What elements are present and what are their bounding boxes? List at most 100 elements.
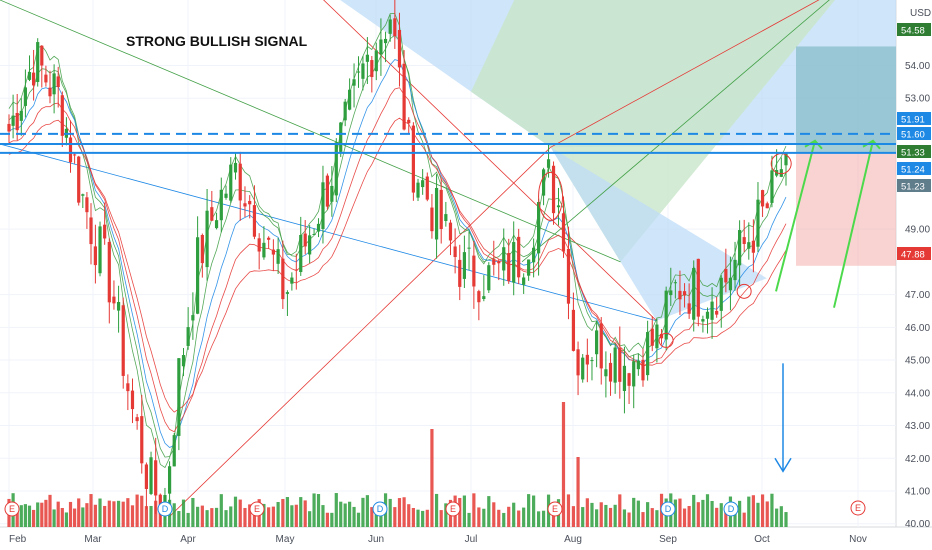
candle-body[interactable] [7,123,11,132]
candle-body[interactable] [107,241,111,303]
candle-body[interactable] [742,237,746,244]
candle-body[interactable] [229,164,233,201]
candle-body[interactable] [527,259,531,276]
candle-body[interactable] [154,460,158,496]
candle-body[interactable] [339,122,343,152]
candle-body[interactable] [765,203,769,209]
candle-body[interactable] [608,362,613,382]
candle-body[interactable] [599,323,603,369]
candle-body[interactable] [262,242,266,258]
candle-body[interactable] [181,354,186,367]
candle-body[interactable] [393,18,397,37]
candle-body[interactable] [673,282,677,284]
candle-body[interactable] [248,200,252,205]
candle-body[interactable] [622,365,627,392]
candle-body[interactable] [462,252,466,279]
price-tag-6[interactable] [897,247,931,260]
event-marker-7[interactable] [723,501,739,517]
candle-body[interactable] [370,60,374,78]
candle-body[interactable] [747,242,751,249]
candle-body[interactable] [290,277,294,284]
candle-body[interactable] [27,71,32,80]
candle-body[interactable] [44,74,48,83]
candle-body[interactable] [321,182,325,229]
price-tag-1[interactable] [897,112,931,125]
candle-body[interactable] [177,358,181,436]
candle-body[interactable] [453,246,457,258]
candle-body[interactable] [294,269,298,271]
candle-body[interactable] [715,310,719,315]
candles[interactable] [7,0,788,526]
price-tag-4[interactable] [897,162,931,175]
event-marker-1[interactable] [157,501,173,517]
event-marker-3[interactable] [372,501,388,517]
candle-body[interactable] [659,333,664,339]
candle-body[interactable] [77,156,81,203]
candle-body[interactable] [411,125,415,193]
candle-body[interactable] [186,327,190,346]
candle-body[interactable] [738,230,742,266]
candle-body[interactable] [200,234,204,264]
horizontal-levels[interactable] [0,132,896,154]
candle-body[interactable] [135,417,139,422]
candle-body[interactable] [546,159,551,168]
candle-body[interactable] [632,361,636,387]
candle-body[interactable] [646,332,650,376]
candle-body[interactable] [641,359,645,381]
candle-body[interactable] [112,296,116,304]
candle-body[interactable] [214,220,219,229]
candle-body[interactable] [374,50,378,72]
candle-body[interactable] [664,290,668,340]
candle-body[interactable] [68,137,73,163]
event-marker-2[interactable] [249,501,265,517]
candle-body[interactable] [502,247,506,271]
candle-body[interactable] [728,277,733,291]
candle-body[interactable] [56,76,60,88]
candle-body[interactable] [571,309,576,351]
candle-body[interactable] [365,54,369,62]
candle-body[interactable] [492,259,496,265]
candle-body[interactable] [40,45,44,66]
candle-body[interactable] [52,73,56,95]
candle-body[interactable] [257,238,261,252]
candle-body[interactable] [650,328,654,346]
candle-body[interactable] [303,233,307,247]
candle-body[interactable] [595,330,599,355]
candle-body[interactable] [779,169,783,177]
candle-body[interactable] [682,291,687,296]
price-axis[interactable]: 40.00 41.00 42.00 43.00 44.00 45.00 46.00 47.00… [897,8,931,530]
candle-body[interactable] [760,190,765,207]
candle-body[interactable] [566,248,571,304]
candle-body[interactable] [85,197,89,213]
candle-body[interactable] [316,223,321,232]
candle-body[interactable] [701,319,705,322]
candle-body[interactable] [388,19,392,34]
candle-body[interactable] [705,311,710,319]
candle-body[interactable] [439,189,443,230]
candle-body[interactable] [348,89,352,110]
candle-body[interactable] [472,255,476,287]
price-tag-2[interactable] [897,127,931,140]
candle-body[interactable] [191,315,195,321]
candle-body[interactable] [126,383,130,392]
candle-body[interactable] [541,169,546,196]
candle-body[interactable] [224,193,228,198]
candle-body[interactable] [710,301,714,320]
candle-body[interactable] [205,210,209,268]
candle-body[interactable] [590,360,594,362]
candle-body[interactable] [692,268,696,320]
candle-body[interactable] [784,152,788,166]
candle-body[interactable] [522,277,526,285]
candle-body[interactable] [243,203,247,207]
time-axis[interactable]: Feb Mar Apr May Jun Jul Aug Sep Oct Nov [9,534,867,545]
candle-body[interactable] [361,63,365,79]
candle-body[interactable] [281,258,285,300]
candle-body[interactable] [352,79,356,86]
price-tag-3[interactable] [897,145,931,158]
candle-body[interactable] [636,360,640,370]
candle-body[interactable] [770,170,774,203]
candle-body[interactable] [210,207,214,221]
candle-body[interactable] [458,259,462,287]
candle-body[interactable] [233,162,238,173]
